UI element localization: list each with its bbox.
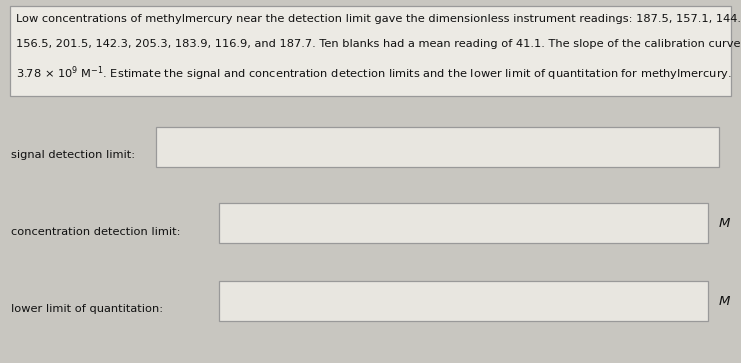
- Text: concentration detection limit:: concentration detection limit:: [11, 227, 181, 237]
- FancyBboxPatch shape: [156, 127, 719, 167]
- Text: signal detection limit:: signal detection limit:: [11, 150, 136, 160]
- Text: Low concentrations of methylmercury near the detection limit gave the dimensionl: Low concentrations of methylmercury near…: [16, 14, 741, 24]
- Text: M: M: [719, 295, 730, 308]
- FancyBboxPatch shape: [219, 281, 708, 321]
- Text: 3.78 $\times$ 10$^{9}$ M$^{-1}$. Estimate the signal and concentration detection: 3.78 $\times$ 10$^{9}$ M$^{-1}$. Estimat…: [16, 64, 731, 83]
- FancyBboxPatch shape: [219, 203, 708, 243]
- Text: lower limit of quantitation:: lower limit of quantitation:: [11, 304, 163, 314]
- FancyBboxPatch shape: [10, 6, 731, 96]
- Text: M: M: [719, 217, 730, 230]
- Text: 156.5, 201.5, 142.3, 205.3, 183.9, 116.9, and 187.7. Ten blanks had a mean readi: 156.5, 201.5, 142.3, 205.3, 183.9, 116.9…: [16, 39, 741, 49]
